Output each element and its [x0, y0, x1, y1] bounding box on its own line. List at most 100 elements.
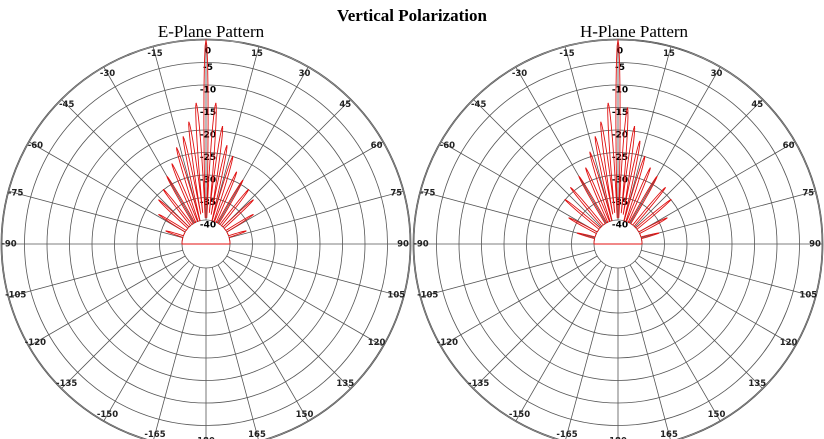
- grid-ring: [0, 38, 412, 439]
- lobe-peak-point: [165, 230, 167, 232]
- lobe-peak-point: [182, 136, 184, 138]
- lobe-peak-point: [176, 147, 178, 149]
- angle-tick-label: -30: [100, 69, 115, 79]
- angle-tick-label: 60: [371, 141, 383, 151]
- lobe-peak-point: [657, 232, 660, 234]
- lobe-peak-point: [664, 187, 666, 189]
- lobe-peak-point: [570, 187, 572, 189]
- angle-tick-label: -15: [147, 49, 162, 59]
- grid-spoke: [565, 267, 613, 439]
- angle-tick-label: 165: [660, 430, 678, 439]
- angle-tick-label: -165: [144, 430, 165, 439]
- lobe-peak-point: [633, 126, 636, 128]
- grid-spoke: [623, 46, 672, 221]
- lobe-peak-point: [252, 213, 254, 216]
- angle-tick-label: 105: [799, 290, 817, 300]
- lobe-peak-point: [171, 163, 173, 165]
- lobe-peak-point: [607, 102, 609, 104]
- angle-tick-label: 30: [711, 69, 723, 79]
- angle-tick-label: -45: [59, 100, 74, 110]
- grid-spoke: [226, 255, 383, 347]
- grid-spoke: [641, 249, 816, 298]
- angle-tick-label: -105: [417, 290, 438, 300]
- grid-spoke: [226, 141, 383, 233]
- angle-tick-label: 75: [802, 189, 814, 199]
- angle-tick-label: -75: [420, 189, 435, 199]
- grid-spoke: [641, 190, 816, 239]
- angle-tick-label: -150: [97, 410, 118, 420]
- lobe-peak-point: [594, 136, 596, 138]
- grid-spoke: [629, 67, 721, 224]
- grid-spoke: [473, 99, 602, 228]
- grid-spoke: [61, 99, 190, 228]
- radial-tick-label: -30: [612, 176, 628, 186]
- grid-spoke: [217, 264, 309, 421]
- lobe-peak-point: [247, 189, 250, 191]
- grid-spoke: [441, 141, 598, 233]
- grid-spoke: [8, 190, 183, 239]
- lobe-peak-point: [576, 232, 579, 234]
- angle-tick-label: -60: [28, 141, 43, 151]
- angle-tick-label: -75: [8, 189, 23, 199]
- grid-spoke: [152, 46, 201, 221]
- angle-tick-label: 45: [751, 100, 763, 110]
- lobe-peak-point: [644, 155, 646, 158]
- angle-tick-label: -165: [556, 430, 577, 439]
- lobe-peak-point: [166, 175, 168, 178]
- angle-tick-label: 180: [609, 437, 627, 439]
- grid-spoke: [222, 99, 351, 228]
- grid-spoke: [623, 267, 671, 439]
- angle-tick-label: 15: [251, 49, 263, 59]
- angle-tick-label: 180: [197, 437, 215, 439]
- lobe-peak-point: [670, 199, 672, 201]
- grid-spoke: [638, 255, 795, 347]
- lobe-peak-point: [158, 213, 160, 216]
- grid-spoke: [564, 46, 613, 221]
- grid-spoke: [473, 260, 602, 389]
- angle-tick-label: 120: [368, 338, 386, 348]
- angle-tick-label: 30: [299, 69, 311, 79]
- grid-spoke: [420, 249, 595, 298]
- lobe-peak-point: [639, 140, 641, 142]
- figure-title: Vertical Polarization: [337, 6, 487, 25]
- grid-ring: [412, 38, 824, 439]
- grid-spoke: [153, 267, 201, 439]
- lobe-peak-point: [656, 175, 658, 178]
- lobe-peak-point: [666, 217, 668, 219]
- lobe-peak-point: [221, 126, 224, 128]
- grid-spoke: [211, 46, 260, 221]
- lobe-peak-point: [242, 179, 244, 181]
- lobe-peak-point: [617, 39, 619, 41]
- h-plane-title: H-Plane Pattern: [579, 22, 689, 41]
- radial-tick-label: -30: [200, 176, 216, 186]
- angle-tick-label: -30: [512, 69, 527, 79]
- lobe-peak-point: [600, 121, 602, 123]
- grid-spoke: [441, 255, 598, 347]
- angle-tick-label: 165: [248, 430, 266, 439]
- angle-tick-label: 105: [387, 290, 405, 300]
- angle-tick-label: 150: [296, 410, 314, 420]
- angle-tick-label: 15: [663, 49, 675, 59]
- radial-tick-label: -40: [200, 221, 216, 231]
- lobe-peak-point: [626, 107, 629, 109]
- grid-spoke: [629, 264, 721, 421]
- lobe-peak-point: [215, 102, 217, 104]
- grid-spoke: [638, 141, 795, 233]
- angle-tick-label: 150: [708, 410, 726, 420]
- lobe-peak-point: [235, 171, 238, 173]
- lobe-peak-point: [195, 102, 197, 104]
- lobe-peak-point: [649, 167, 651, 169]
- grid-spoke: [229, 249, 404, 298]
- lobe-peak-point: [162, 189, 165, 191]
- e-plane-polar-chart: 153045607590105120135150165180-165-150-1…: [0, 38, 412, 439]
- e-plane-title: E-Plane Pattern: [157, 22, 265, 41]
- lobe-peak-point: [568, 217, 570, 219]
- grid-spoke: [8, 249, 183, 298]
- grid-spoke: [515, 67, 607, 224]
- grid-spoke: [515, 264, 607, 421]
- angle-tick-label: -105: [5, 290, 26, 300]
- lobe-peak-point: [158, 199, 160, 201]
- angle-tick-label: 45: [339, 100, 351, 110]
- angle-tick-label: -150: [509, 410, 530, 420]
- lobe-peak-point: [226, 145, 228, 147]
